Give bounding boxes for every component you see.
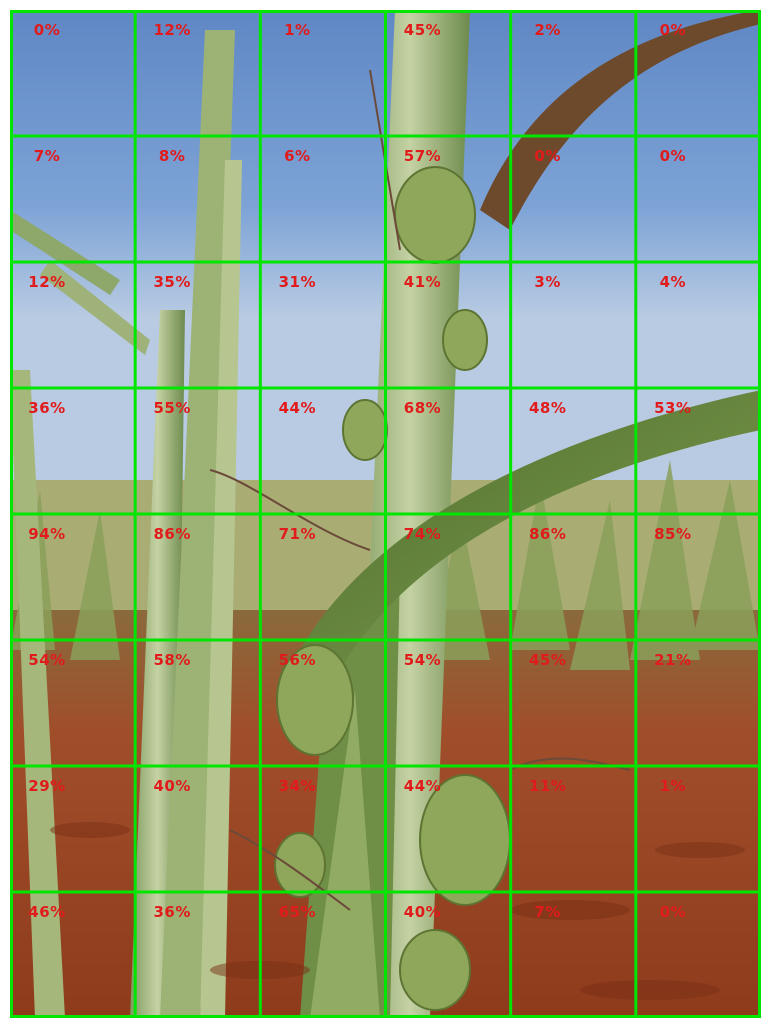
background-tufts	[10, 460, 760, 670]
vine-leaves	[274, 166, 511, 1011]
curving-leaf	[300, 390, 761, 670]
dry-leaf	[480, 10, 761, 230]
photo-scene	[10, 10, 761, 1018]
field-photo	[10, 10, 761, 1018]
left-sugarcane-leaves	[10, 30, 242, 1018]
